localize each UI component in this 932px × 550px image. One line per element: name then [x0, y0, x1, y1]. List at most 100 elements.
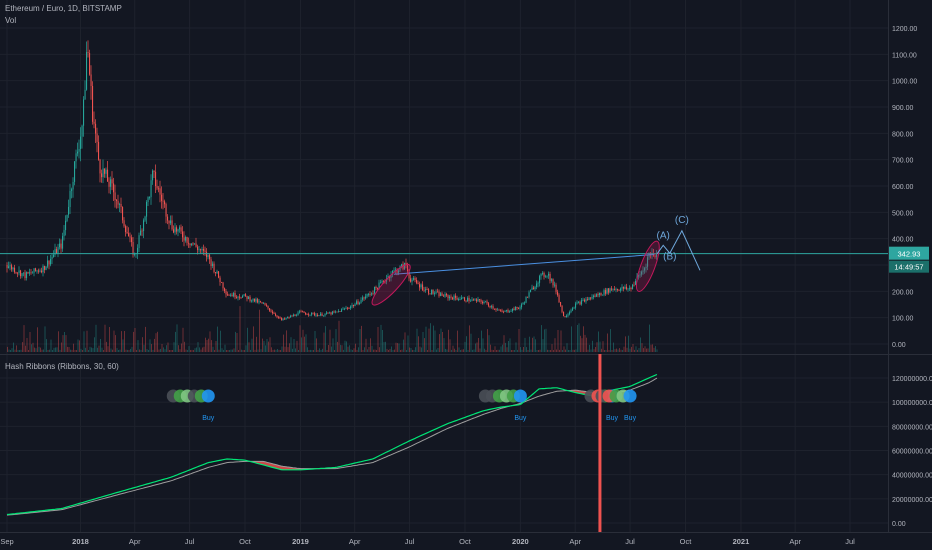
candle-body: [117, 200, 119, 205]
volume-bar: [31, 344, 32, 352]
price-tick-label: 900.00: [892, 105, 914, 112]
candle-body: [179, 227, 181, 230]
volume-bar: [343, 349, 344, 352]
time-tick-label: Oct: [680, 537, 693, 546]
signal-cluster[interactable]: Buy: [166, 389, 215, 423]
fast-ribbon-line[interactable]: [6, 373, 658, 516]
trend-line[interactable]: [393, 253, 655, 275]
volume-bar: [493, 350, 494, 352]
signal-dot: [623, 389, 637, 403]
price-tick-label: 800.00: [892, 131, 914, 138]
candle-body: [60, 243, 62, 249]
candle-body: [449, 296, 451, 299]
candle-body: [390, 274, 392, 278]
candle-body: [513, 308, 515, 311]
volume-bar: [607, 333, 608, 352]
volume-bar: [301, 337, 302, 352]
volume-bar: [530, 349, 532, 352]
slow-ribbon-line[interactable]: [6, 377, 658, 516]
candle-body: [555, 284, 557, 292]
volume-bar: [355, 343, 356, 352]
candle-body: [174, 227, 176, 233]
candle-body: [171, 220, 173, 230]
volume-bar: [257, 349, 259, 352]
wave-projection[interactable]: [656, 229, 701, 271]
candle-body: [608, 288, 610, 293]
volume-bar: [637, 349, 638, 352]
volume-bar: [469, 325, 470, 352]
candle-body: [96, 133, 98, 142]
candle-body: [47, 260, 49, 267]
volume-bar: [635, 346, 637, 352]
candle-body: [72, 182, 74, 190]
volume-bar: [524, 337, 526, 352]
volume-bar: [172, 350, 173, 352]
candle-body: [278, 317, 280, 318]
candle-body: [458, 299, 460, 300]
candle-body: [399, 266, 401, 271]
candle-body: [27, 272, 29, 274]
vertical-marker[interactable]: [598, 354, 602, 532]
candle-body: [87, 52, 89, 53]
candle-body: [476, 299, 478, 302]
candle-body: [95, 123, 97, 134]
candle-body: [641, 271, 643, 275]
candle-body: [122, 207, 124, 221]
candle-body: [530, 289, 532, 293]
volume-bar: [383, 342, 385, 352]
volume-bar: [544, 329, 545, 352]
volume-bar: [451, 349, 452, 352]
candle-body: [290, 315, 292, 318]
candle-body: [561, 305, 563, 312]
candle-body: [108, 181, 110, 187]
volume-bar: [316, 338, 317, 352]
candle-body: [281, 317, 283, 320]
volume-bar: [631, 346, 632, 352]
candle-body: [464, 297, 466, 301]
volume-bar: [428, 328, 430, 352]
candle-body: [354, 304, 356, 306]
candle-body: [428, 289, 430, 294]
candle-body: [126, 232, 128, 234]
volume-bar: [140, 349, 142, 352]
candle-body: [170, 220, 172, 224]
volume-bar: [29, 332, 31, 352]
highlight-ellipse[interactable]: [632, 239, 664, 294]
volume-bar: [229, 350, 230, 352]
volume-bar: [293, 339, 295, 352]
candle-body: [242, 295, 244, 298]
volume-bar: [598, 331, 599, 352]
volume-bar: [407, 335, 409, 352]
candle-body: [492, 306, 494, 309]
signal-cluster[interactable]: Buy: [478, 389, 527, 423]
volume-bar: [506, 347, 508, 352]
buy-label: Buy: [514, 415, 527, 422]
volume-bar: [97, 347, 98, 352]
volume-bar: [16, 345, 17, 352]
candle-body: [533, 287, 535, 290]
candle-body: [294, 314, 296, 316]
ribbon-tick-label: 100000000.00: [892, 400, 932, 407]
volume-bar: [626, 347, 628, 352]
volume-bar: [115, 335, 116, 352]
volume-bar: [272, 349, 274, 352]
volume-bar: [119, 349, 121, 352]
volume-bar: [44, 326, 46, 352]
wave-label: (B): [663, 252, 676, 263]
candle-body: [654, 255, 656, 257]
volume-bar: [491, 349, 493, 352]
volume-bar: [476, 342, 478, 352]
candle-body: [479, 299, 481, 300]
highlight-ellipse[interactable]: [368, 260, 415, 309]
candle-body: [231, 294, 233, 297]
volume-bar: [397, 343, 398, 352]
volume-bar: [35, 348, 37, 352]
volume-bar: [568, 350, 569, 352]
volume-bar: [401, 349, 403, 352]
candle-body: [134, 254, 136, 255]
candle-body: [201, 249, 203, 251]
candle-body: [429, 293, 431, 295]
volume-bars: [7, 306, 658, 352]
volume-bar: [334, 350, 335, 352]
